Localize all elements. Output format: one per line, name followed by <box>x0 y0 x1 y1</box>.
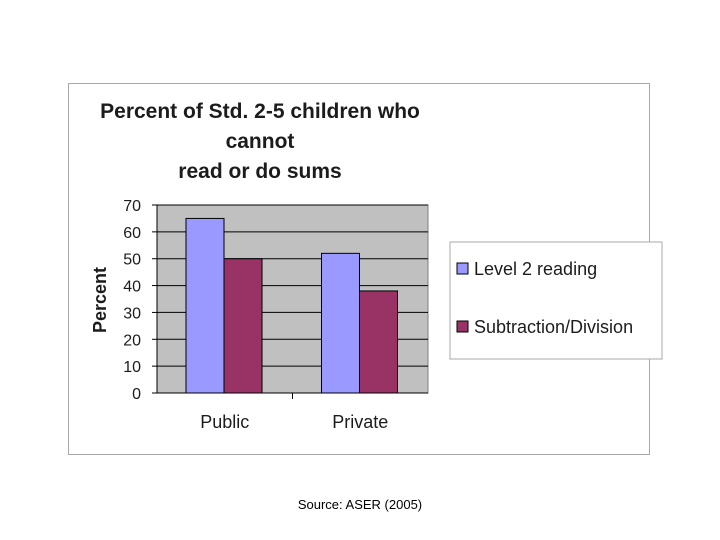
y-tick-label: 30 <box>123 305 141 322</box>
y-tick-label: 20 <box>123 332 141 349</box>
y-tick-label: 70 <box>123 198 141 215</box>
legend-label-2: Subtraction/Division <box>474 317 633 337</box>
bars <box>185 217 398 394</box>
legend-label-1: Level 2 reading <box>474 259 597 279</box>
y-tick-label: 60 <box>123 225 141 242</box>
x-tick-label: Private <box>332 412 388 432</box>
y-tick-label: 40 <box>123 279 141 296</box>
y-tick-label: 10 <box>123 359 141 376</box>
legend: Level 2 reading Subtraction/Division <box>456 259 633 337</box>
axes: 0 10 20 30 40 50 60 70 Public Private <box>123 198 428 432</box>
bar-private-2 <box>359 290 398 394</box>
legend-swatch-2 <box>456 320 469 333</box>
y-tick-label: 50 <box>123 252 141 269</box>
source-note: Source: ASER (2005) <box>297 497 423 512</box>
chart-title: Percent of Std. 2-5 children who cannot … <box>100 100 420 183</box>
bar-public-1 <box>185 217 225 394</box>
y-axis-title: Percent <box>90 267 110 333</box>
x-tick-label: Public <box>200 412 249 432</box>
legend-swatch-1 <box>456 262 469 275</box>
bar-public-2 <box>223 258 263 394</box>
legend-box <box>449 241 663 360</box>
bar-private-1 <box>321 252 360 394</box>
y-tick-label: 0 <box>132 386 141 403</box>
